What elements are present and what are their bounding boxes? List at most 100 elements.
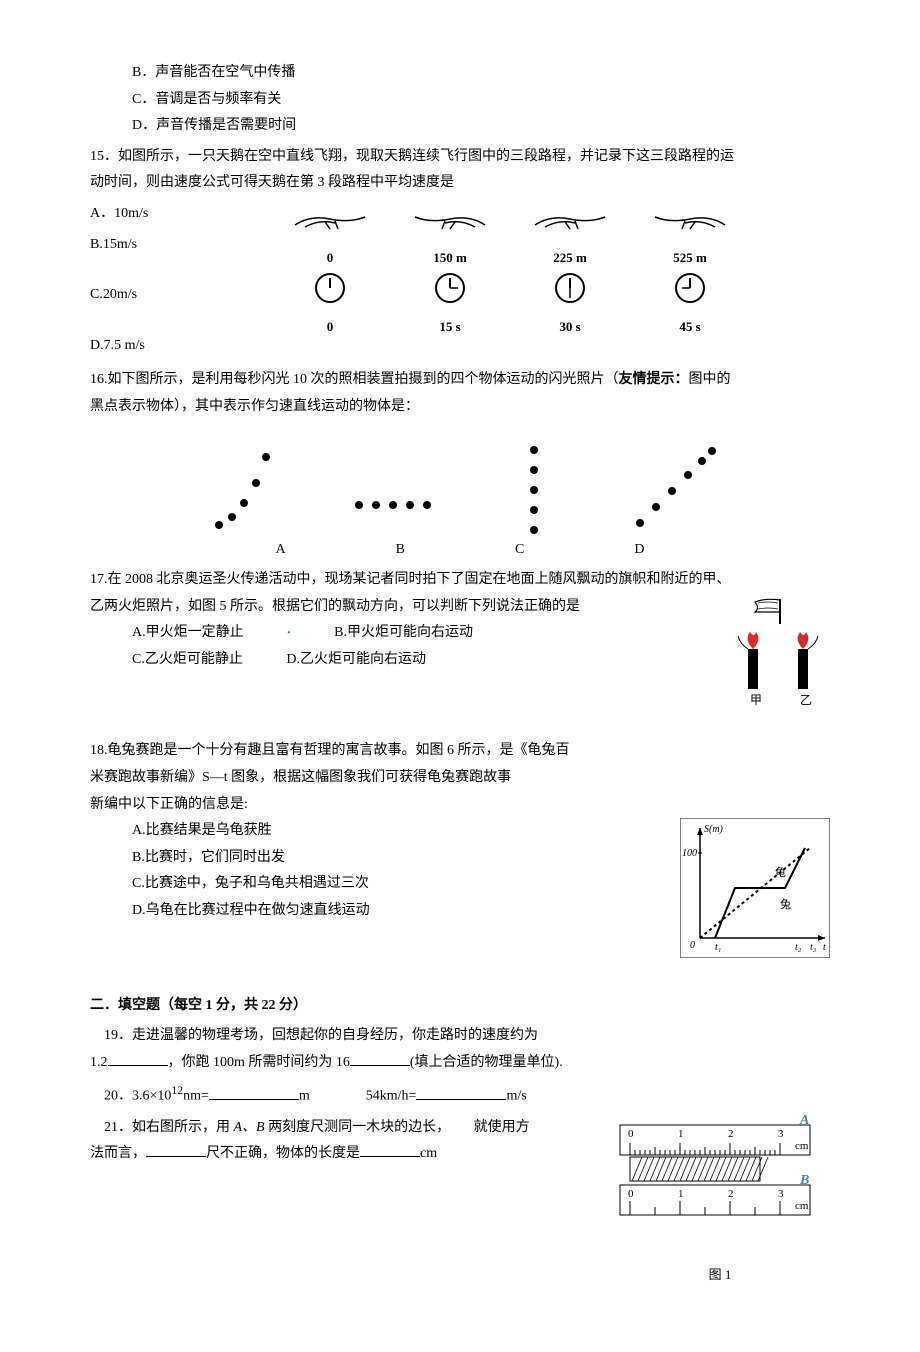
q17-opt-d: D.乙火炬可能向右运动 (286, 647, 426, 674)
dots-C (490, 441, 570, 531)
svg-text:龟: 龟 (775, 866, 786, 879)
q17-figure: 甲 乙 (720, 594, 830, 735)
swan-icon (530, 207, 610, 237)
dots-D (630, 441, 710, 531)
q21: A cm 0123 B cm 0123 图 1 2 (90, 1115, 830, 1288)
svg-text:3: 3 (778, 1128, 784, 1140)
svg-text:乙: 乙 (800, 693, 812, 707)
svg-text:1: 1 (678, 1128, 684, 1140)
q17-stem1: 17.在 2008 北京奥运圣火传递活动中，现场某记者同时拍下了固定在地面上随风… (90, 567, 830, 594)
svg-text:t₂: t₂ (795, 942, 802, 953)
swan-icon (410, 207, 490, 237)
svg-text:2: 2 (728, 1188, 734, 1200)
q15-swan-figure: 0 0 150 m 15 s 225 m 30 s (190, 207, 830, 340)
q19: 19．走进温馨的物理考场，回想起你的自身经历，你走路时的速度约为 1.2 ，你跑 … (90, 1023, 830, 1076)
q16-figure (90, 441, 830, 531)
svg-text:1: 1 (678, 1188, 684, 1200)
q20-c: m 54km/h= (299, 1089, 417, 1104)
q14-opt-c: C．音调是否与频率有关 (90, 87, 830, 114)
q19-line1: 19．走进温馨的物理考场，回想起你的自身经历，你走路时的速度约为 (90, 1023, 830, 1050)
svg-text:兔: 兔 (780, 897, 791, 911)
clock-icon (312, 270, 348, 306)
q21-ab: A、B (234, 1120, 269, 1135)
q15-opt-c: C.20m/s (90, 282, 190, 309)
q15-opt-a: A．10m/s (90, 201, 190, 228)
svg-text:A: A (799, 1115, 809, 1128)
blank (146, 1142, 206, 1157)
q17-stem2: 乙两火炬照片，如图 5 所示。根据它们的飘动方向，可以判断下列说法正确的是 (90, 594, 830, 621)
q15-stem1: 15．如图所示，一只天鹅在空中直线飞翔，现取天鹅连续飞行图中的三段路程，并记录下… (90, 144, 830, 171)
clock-icon (552, 270, 588, 306)
q20-a: 20．3.6×10 (90, 1089, 171, 1104)
q19-val1: 1.2 (90, 1055, 108, 1070)
q21-a: 21．如右图所示，用 (90, 1120, 234, 1135)
svg-text:0: 0 (628, 1188, 634, 1200)
dot-icon: • (287, 624, 291, 643)
swan-d2: 225 m (530, 246, 610, 271)
dots-A (210, 441, 290, 531)
blank (416, 1085, 506, 1100)
q21-figure: A cm 0123 B cm 0123 图 1 (610, 1115, 830, 1288)
swan-icon (290, 207, 370, 237)
q17-opt-a: A.甲火炬一定静止 (132, 620, 244, 647)
q14-opt-d: D．声音传播是否需要时间 (90, 113, 830, 140)
q16: 16.如下图所示，是利用每秒闪光 10 次的照相装置拍摄到的四个物体运动的闪光照… (90, 367, 830, 563)
swan-t2: 30 s (530, 315, 610, 340)
q21-l2c: cm (420, 1146, 437, 1161)
q19-tail: (填上合适的物理量单位). (410, 1055, 563, 1070)
swan-d3: 525 m (650, 246, 730, 271)
q18-stem3: 新编中以下正确的信息是: (90, 792, 830, 819)
label-A: A (276, 537, 286, 564)
q15: 15．如图所示，一只天鹅在空中直线飞翔，现取天鹅连续飞行图中的三段路程，并记录下… (90, 144, 830, 364)
q16-stem2: 黑点表示物体），其中表示作匀速直线运动的物体是： (90, 394, 830, 421)
q18: 18.龟兔赛跑是一个十分有趣且富有哲理的寓言故事。如图 6 所示，是《龟兔百 米… (90, 738, 830, 968)
blank (108, 1051, 168, 1066)
svg-text:t₁: t₁ (715, 942, 721, 953)
swan-d0: 0 (290, 246, 370, 271)
label-D: D (634, 537, 644, 564)
swan-t0: 0 (290, 315, 370, 340)
svg-text:3: 3 (778, 1188, 784, 1200)
q19-mid: ，你跑 100m 所需时间约为 16 (168, 1055, 350, 1070)
label-B: B (396, 537, 405, 564)
ymax: 100 (682, 848, 697, 859)
q21-l2b: 尺不正确，物体的长度是 (206, 1146, 360, 1161)
q18-stem1: 18.龟兔赛跑是一个十分有趣且富有哲理的寓言故事。如图 6 所示，是《龟兔百 (90, 738, 830, 765)
blank (360, 1142, 420, 1157)
q20: 20．3.6×1012nm= m 54km/h= m/s (90, 1080, 830, 1110)
svg-text:2: 2 (728, 1128, 734, 1140)
q20-b: nm= (183, 1089, 209, 1104)
svg-text:0: 0 (690, 940, 695, 951)
q19-line2: 1.2 ，你跑 100m 所需时间约为 16 (填上合适的物理量单位). (90, 1050, 830, 1077)
swan-t3: 45 s (650, 315, 730, 340)
q14-opt-b: B．声音能否在空气中传播 (90, 60, 830, 87)
q20-d: m/s (506, 1089, 526, 1104)
blank (350, 1051, 410, 1066)
q17-opt-b: B.甲火炬可能向右运动 (334, 620, 473, 647)
q16-stem1: 16.如下图所示，是利用每秒闪光 10 次的照相装置拍摄到的四个物体运动的闪光照… (90, 372, 619, 387)
blank (209, 1085, 299, 1100)
q17: 17.在 2008 北京奥运圣火传递活动中，现场某记者同时拍下了固定在地面上随风… (90, 567, 830, 734)
q18-stem2: 米赛跑故事新编》S—t 图象，根据这幅图象我们可获得龟兔赛跑故事 (90, 765, 830, 792)
q16-labels: A B C D (90, 537, 830, 564)
section2-head: 二．填空题（每空 1 分，共 22 分） (90, 993, 830, 1020)
q21-caption: 图 1 (610, 1263, 830, 1288)
q16-hint-text: 图中的 (689, 372, 731, 387)
svg-text:t: t (823, 942, 826, 953)
y-label: S(m) (704, 824, 724, 835)
q17-opts-ab: A.甲火炬一定静止 • B.甲火炬可能向右运动 (90, 620, 830, 647)
q21-l2a: 法而言， (90, 1146, 146, 1161)
svg-text:0: 0 (628, 1128, 634, 1140)
svg-text:cm: cm (795, 1200, 809, 1212)
swan-icon (650, 207, 730, 237)
q17-opt-c: C.乙火炬可能静止 (132, 647, 243, 674)
swan-d1: 150 m (410, 246, 490, 271)
q20-exp: 12 (171, 1084, 183, 1097)
svg-text:t₃: t₃ (810, 942, 817, 953)
q16-hint-label: 友情提示： (619, 372, 689, 387)
q15-opt-b: B.15m/s (90, 232, 190, 259)
q18-figure: S(m) 100 0 t₁ t₂ t₃ t 龟 兔 (680, 818, 830, 969)
svg-text:cm: cm (795, 1140, 809, 1152)
q15-stem2: 动时间，则由速度公式可得天鹅在第 3 段路程中平均速度是 (90, 170, 830, 197)
svg-text:甲: 甲 (750, 693, 762, 707)
